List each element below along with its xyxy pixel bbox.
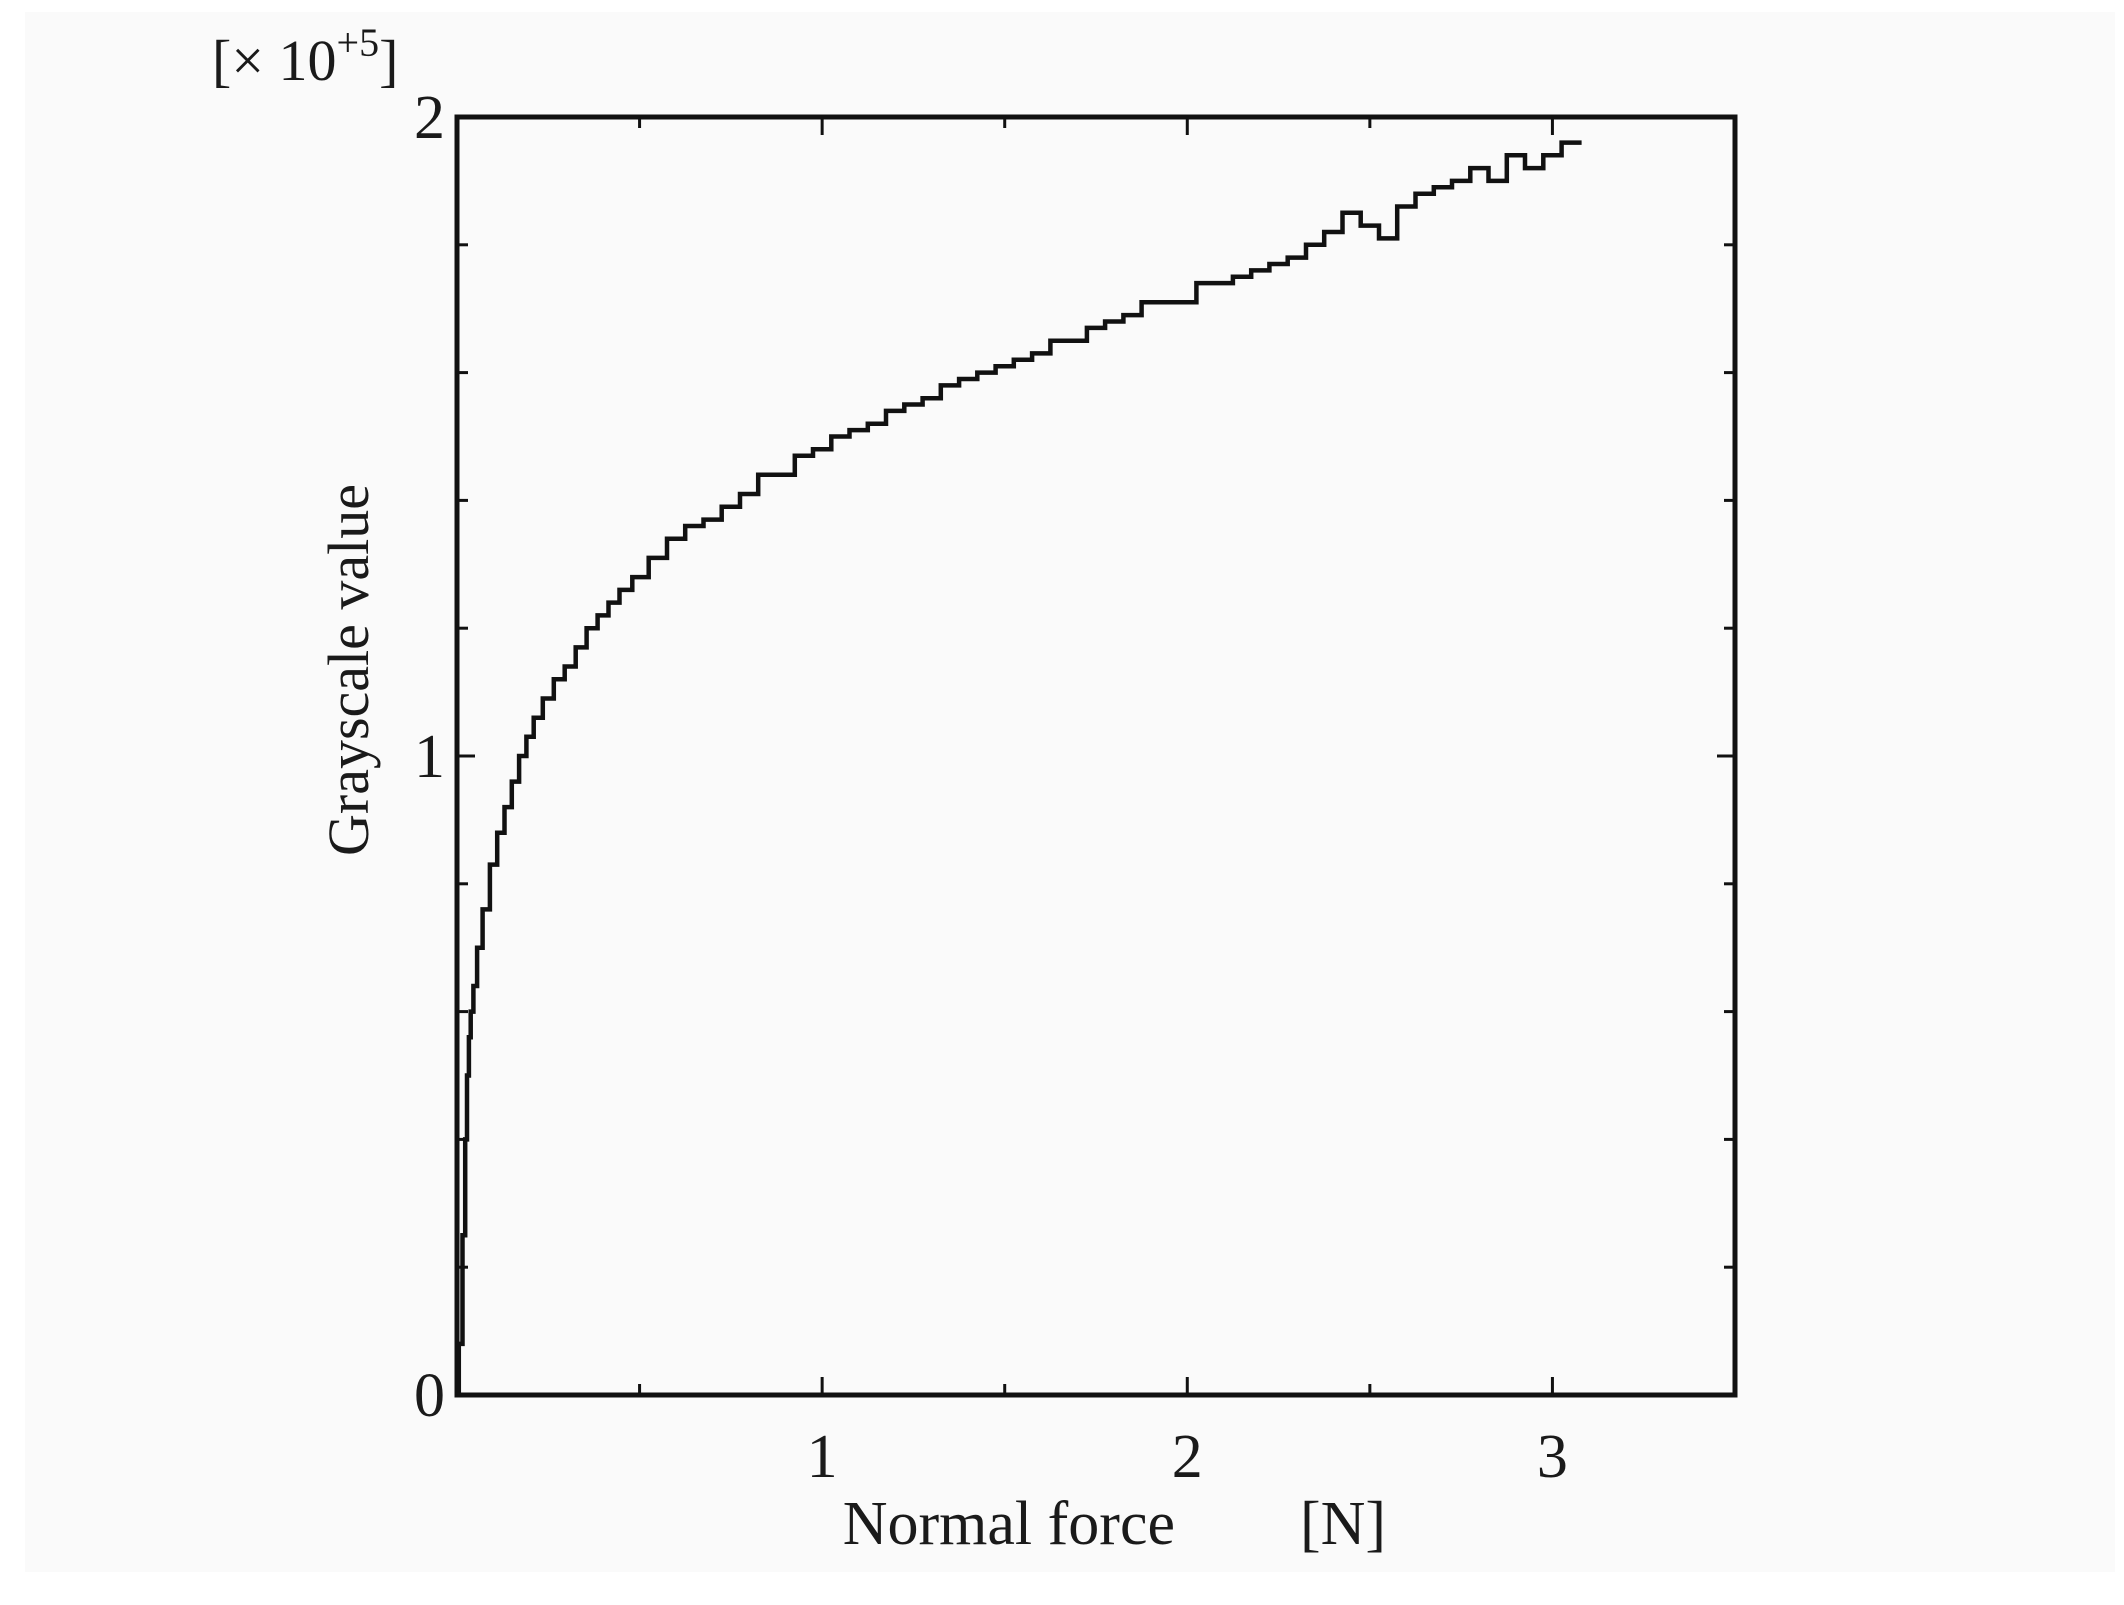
x-tick-label: 3 <box>1537 1423 1568 1491</box>
y-tick-label: 2 <box>414 84 445 152</box>
y-axis-label: Grayscale value <box>316 484 381 856</box>
x-axis-unit-label: [N] <box>1300 1490 1386 1558</box>
y-tick-label: 0 <box>414 1362 445 1430</box>
y-tick-label: 1 <box>414 723 445 791</box>
x-tick-label: 1 <box>807 1423 838 1491</box>
x-axis-label: Normal force <box>843 1490 1175 1558</box>
x-tick-label: 2 <box>1172 1423 1203 1491</box>
